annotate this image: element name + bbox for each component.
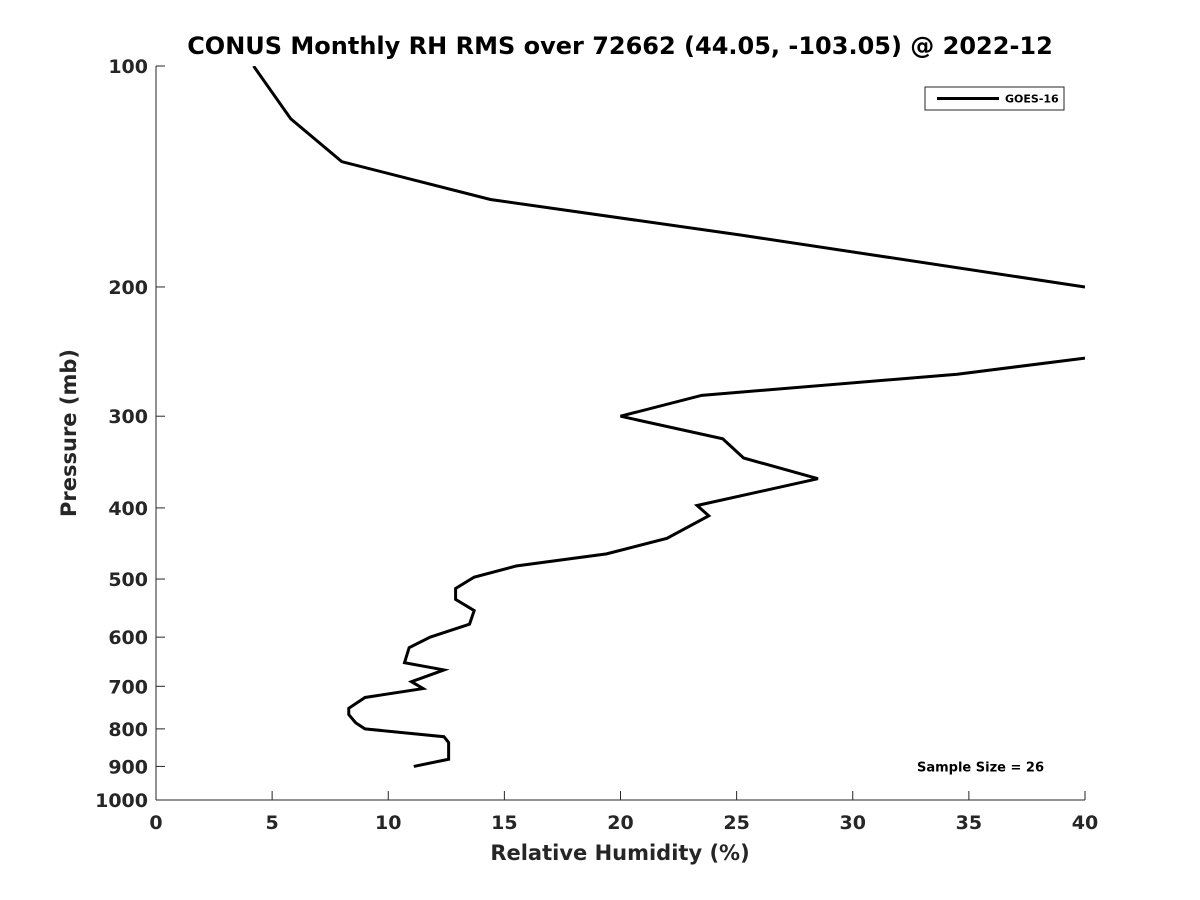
y-tick-label: 800 <box>108 719 148 741</box>
legend-label-goes-16: GOES-16 <box>1005 93 1059 106</box>
series-line-segment-0-1 <box>347 356 1085 768</box>
sample-size-annotation: Sample Size = 26 <box>917 760 1044 775</box>
y-tick-label: 400 <box>108 498 148 520</box>
x-tick-label: 5 <box>266 812 279 834</box>
y-tick-label: 300 <box>108 406 148 428</box>
x-tick-label: 20 <box>607 812 633 834</box>
y-axis-label: Pressure (mb) <box>57 349 81 517</box>
y-tick-label: 500 <box>108 569 148 591</box>
x-axis-ticks: 0 5 10 15 20 25 30 35 40 <box>149 791 1098 834</box>
y-tick-label: 700 <box>108 676 148 698</box>
plot-area: 0 5 10 15 20 25 30 35 40 100 200 300 400 500 600 700 80… <box>95 56 1098 834</box>
series-layer <box>252 66 1085 768</box>
y-tick-label: 200 <box>108 277 148 299</box>
x-tick-label: 40 <box>1072 812 1098 834</box>
x-tick-label: 0 <box>149 812 162 834</box>
x-tick-label: 10 <box>375 812 401 834</box>
y-tick-label: 100 <box>108 56 148 78</box>
y-tick-label: 900 <box>108 756 148 778</box>
x-tick-label: 30 <box>840 812 866 834</box>
y-tick-label: 1000 <box>95 790 148 812</box>
series-line-segment-0-0 <box>252 66 1085 289</box>
y-axis-ticks: 100 200 300 400 500 600 700 800 900 1000 <box>95 56 165 812</box>
x-tick-label: 15 <box>491 812 517 834</box>
x-tick-label: 25 <box>723 812 749 834</box>
x-axis-label: Relative Humidity (%) <box>490 841 749 865</box>
legend: GOES-16 <box>924 86 1065 111</box>
plot-background <box>156 66 1085 800</box>
chart-title: CONUS Monthly RH RMS over 72662 (44.05, … <box>187 32 1053 60</box>
y-tick-label: 600 <box>108 627 148 649</box>
x-tick-label: 35 <box>956 812 982 834</box>
